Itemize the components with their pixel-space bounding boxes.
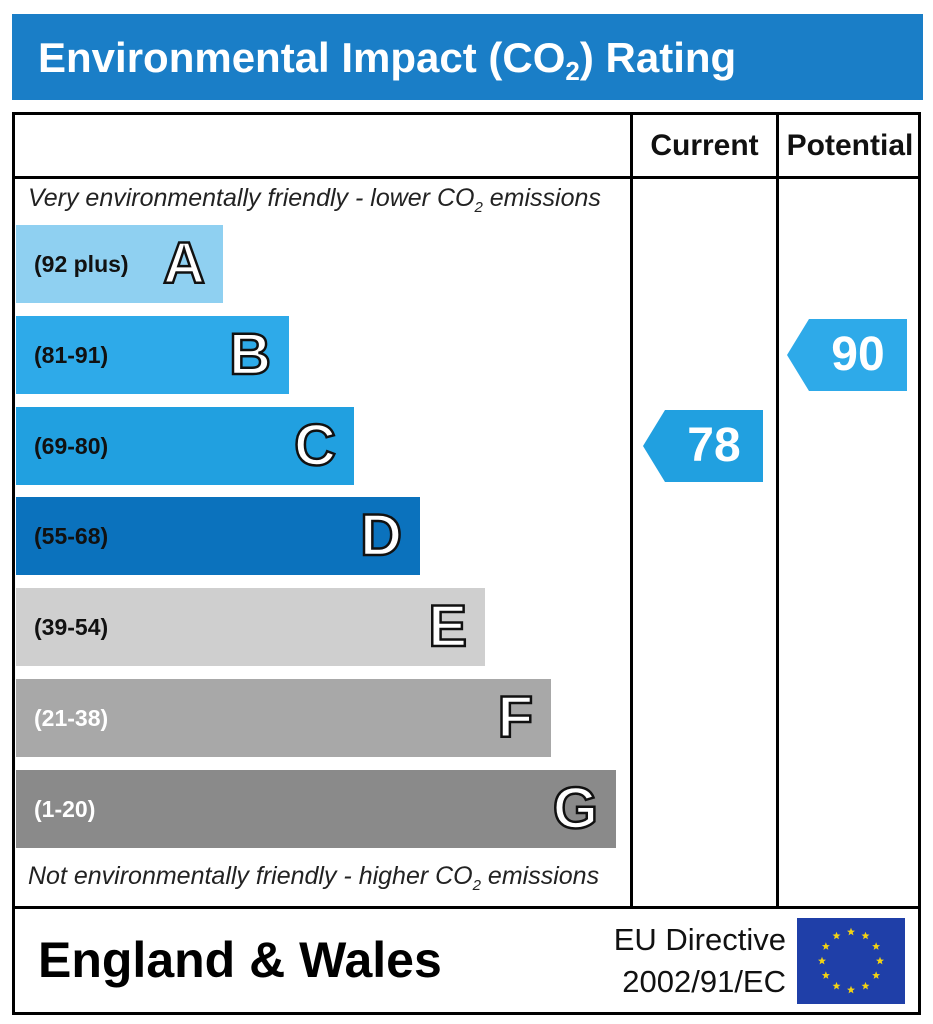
column-header-current: Current bbox=[650, 129, 759, 162]
note-top-main: Very environmentally friendly - lower CO bbox=[28, 184, 475, 212]
flag-star bbox=[876, 956, 884, 965]
rating-table bbox=[12, 112, 921, 1015]
note-bottom: Not environmentally friendly - higher CO… bbox=[28, 862, 600, 894]
note-bottom-end: emissions bbox=[480, 862, 600, 890]
flag-star bbox=[872, 971, 881, 979]
band-f: (21-38) F bbox=[16, 679, 551, 757]
arrow-polygon bbox=[787, 319, 907, 391]
flag-star bbox=[821, 942, 830, 950]
band-range-label: (21-38) bbox=[34, 705, 109, 731]
column-header-potential: Potential bbox=[786, 129, 914, 162]
rating-value: 78 bbox=[687, 419, 741, 472]
flag-star bbox=[832, 931, 841, 940]
divider-current bbox=[630, 112, 633, 909]
region-label: England & Wales bbox=[38, 932, 442, 988]
band-letter: C bbox=[293, 412, 337, 480]
band-range-label: (1-20) bbox=[34, 796, 96, 822]
arrow-shape bbox=[787, 319, 907, 391]
band-letter: E bbox=[427, 593, 468, 661]
band-b: (81-91) B bbox=[16, 316, 289, 394]
note-top: Very environmentally friendly - lower CO… bbox=[28, 184, 601, 216]
band-g: (1-20) G bbox=[16, 770, 616, 848]
band-d: (55-68) D bbox=[16, 497, 420, 575]
potential-rating-arrow: 90 bbox=[787, 319, 907, 391]
band-letter: B bbox=[228, 321, 272, 389]
band-letter: G bbox=[552, 775, 600, 843]
title-end: ) Rating bbox=[579, 34, 737, 81]
eu-flag-icon bbox=[797, 918, 905, 1004]
band-range-label: (55-68) bbox=[34, 523, 109, 549]
flag-star bbox=[861, 981, 870, 990]
title-main: Environmental Impact (CO bbox=[38, 34, 566, 81]
band-range-label: (69-80) bbox=[34, 433, 109, 459]
header-divider bbox=[12, 176, 921, 179]
flag-star bbox=[847, 985, 855, 994]
note-top-subscript: 2 bbox=[474, 199, 483, 216]
band-c: (69-80) C bbox=[16, 407, 354, 485]
band-letter: F bbox=[496, 684, 534, 752]
footer-divider bbox=[12, 906, 921, 909]
arrow-polygon bbox=[643, 410, 763, 482]
directive-line-1: EU Directive bbox=[613, 922, 786, 957]
band-letter: D bbox=[359, 502, 403, 570]
chart-title: Environmental Impact (CO2) Rating bbox=[38, 32, 736, 84]
band-range-label: (92 plus) bbox=[34, 251, 129, 277]
flag-star bbox=[821, 971, 830, 979]
flag-star bbox=[861, 931, 870, 940]
band-letter: A bbox=[162, 230, 206, 298]
band-range-label: (39-54) bbox=[34, 614, 109, 640]
title-subscript: 2 bbox=[565, 56, 580, 86]
flag-star bbox=[847, 927, 855, 936]
divider-potential bbox=[776, 112, 779, 909]
note-bottom-main: Not environmentally friendly - higher CO bbox=[28, 862, 473, 890]
band-a: (92 plus) A bbox=[16, 225, 223, 303]
note-bottom-subscript: 2 bbox=[472, 877, 481, 894]
flag-star bbox=[818, 956, 826, 965]
flag-star bbox=[872, 942, 881, 950]
rating-value: 90 bbox=[831, 328, 885, 381]
directive-line-2: 2002/91/EC bbox=[622, 964, 786, 999]
band-range-label: (81-91) bbox=[34, 342, 109, 368]
note-top-end: emissions bbox=[482, 184, 601, 212]
band-e: (39-54) E bbox=[16, 588, 485, 666]
arrow-shape bbox=[643, 410, 763, 482]
current-rating-arrow: 78 bbox=[643, 410, 763, 482]
flag-star bbox=[832, 981, 841, 990]
title-bar: Environmental Impact (CO2) Rating bbox=[12, 14, 923, 100]
